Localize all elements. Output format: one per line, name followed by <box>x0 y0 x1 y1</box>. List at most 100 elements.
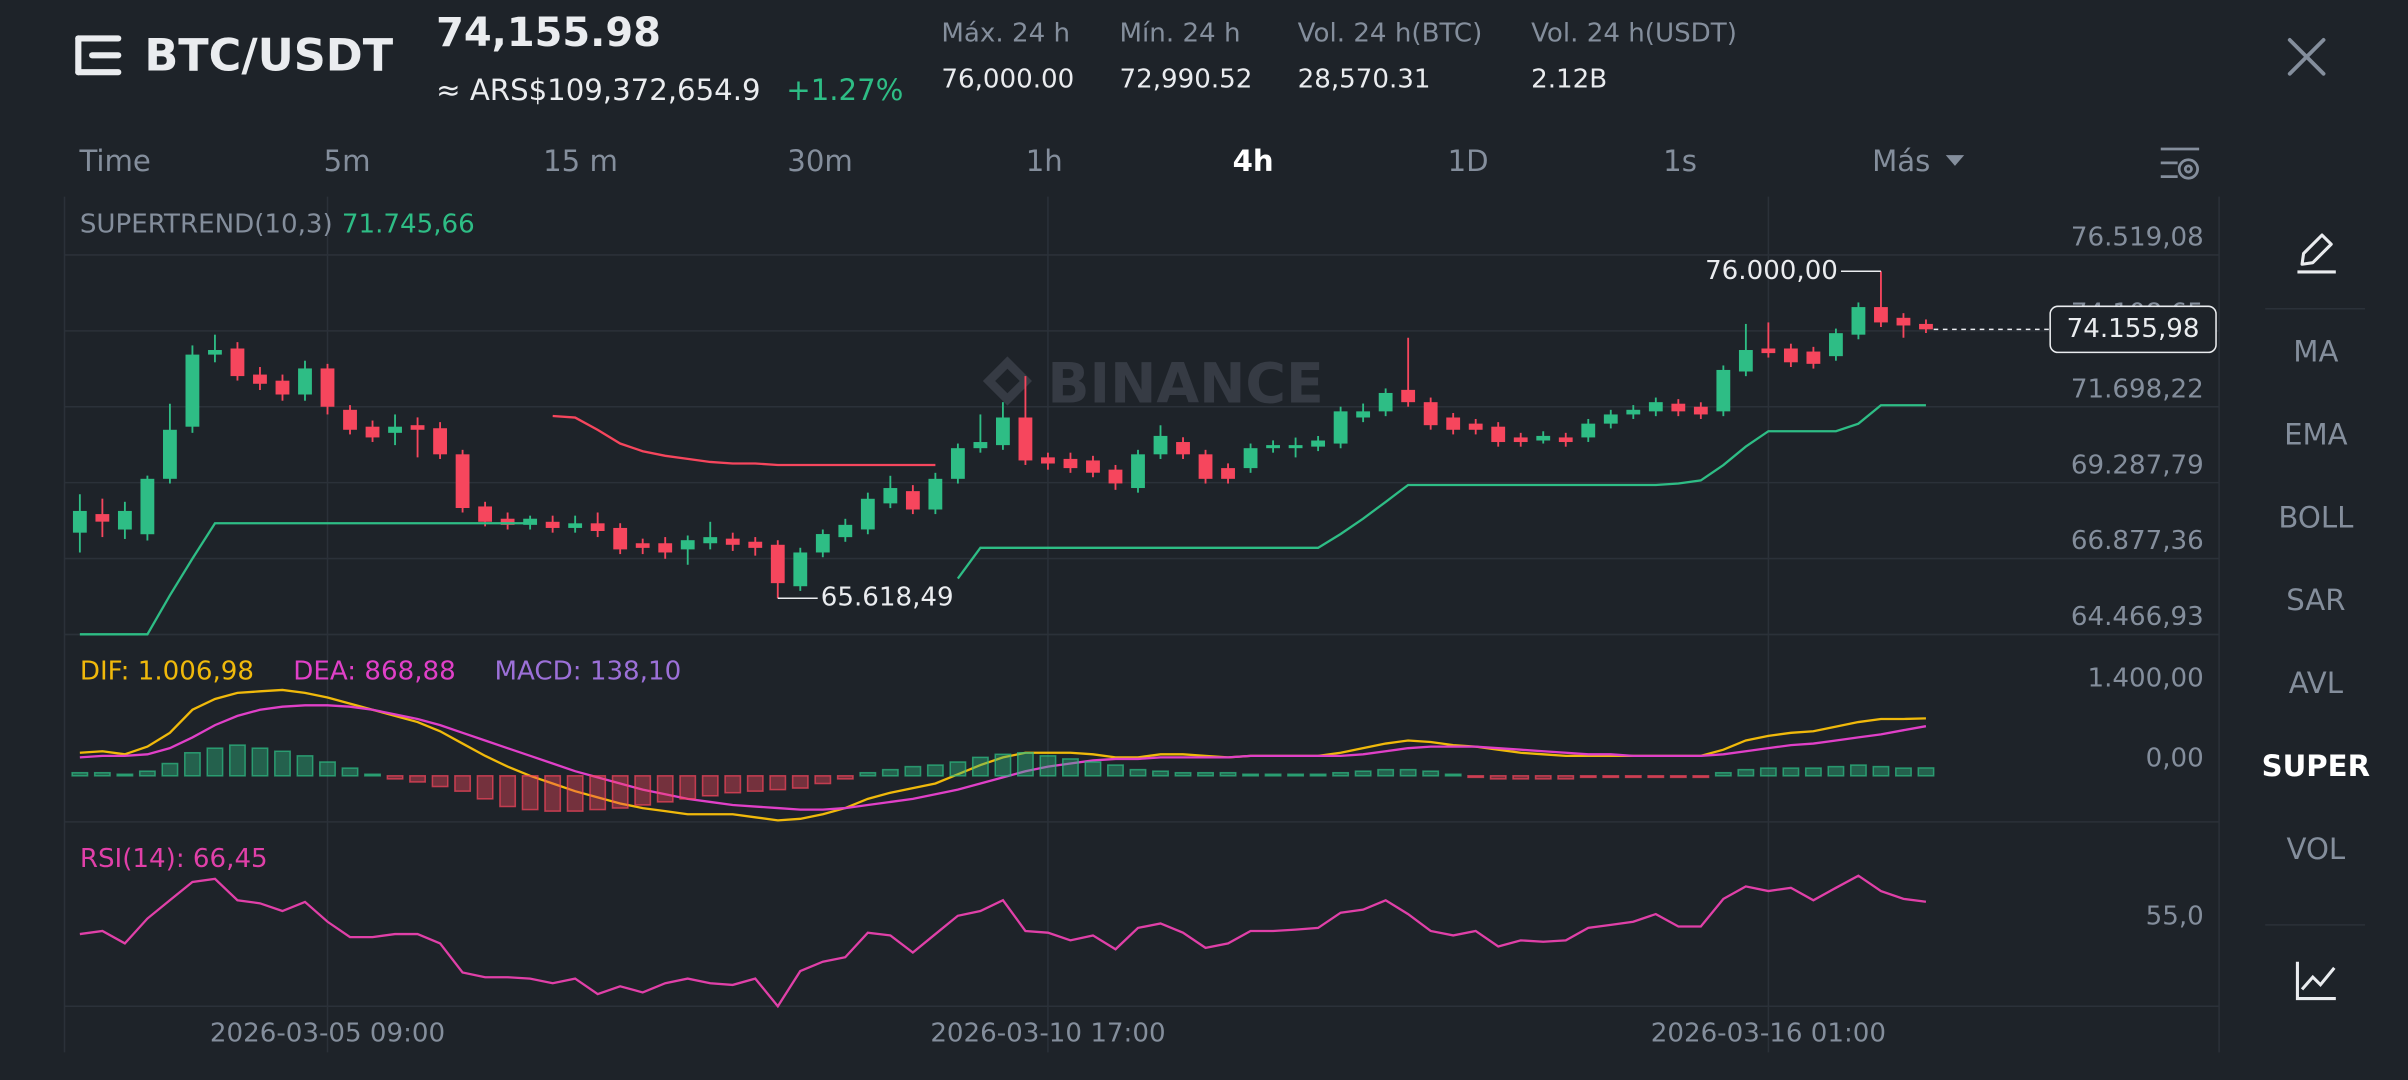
y-tick-label: 69.287,79 <box>2071 450 2204 480</box>
macd-bar <box>1759 767 1777 777</box>
candle-body <box>1716 369 1731 412</box>
macd-bar <box>769 775 787 791</box>
macd-bar <box>1557 775 1575 780</box>
menu-icon[interactable] <box>75 35 122 76</box>
timeframe-tab[interactable]: Time <box>78 144 150 178</box>
macd-bar <box>386 775 404 780</box>
macd-bar <box>251 747 269 777</box>
close-button[interactable] <box>2287 38 2326 76</box>
candle-body <box>1806 351 1821 364</box>
candle-body <box>1536 435 1551 441</box>
indicator-chart-icon[interactable] <box>2295 961 2336 1001</box>
candle-body <box>1671 403 1686 412</box>
macd-bar <box>1152 770 1169 777</box>
candle-body <box>208 350 222 355</box>
macd-bar <box>1647 775 1665 779</box>
macd-bar <box>836 775 854 780</box>
macd-bar <box>521 775 539 811</box>
legend-entry: RSI(14): 66,45 <box>80 843 268 873</box>
macd-bar <box>161 762 179 777</box>
timeframe-tab[interactable]: 15 m <box>543 144 618 178</box>
candle-body <box>613 527 628 550</box>
candle-body <box>343 409 357 430</box>
timeframe-tab[interactable]: 30m <box>787 144 853 178</box>
legend-value: 71.745,66 <box>342 209 475 239</box>
macd-bar <box>1129 768 1147 777</box>
candle-body <box>1288 445 1303 449</box>
dropdown-arrow[interactable] <box>1945 155 1965 166</box>
macd-bar <box>476 775 494 800</box>
macd-bar <box>1039 755 1057 777</box>
timeframe-tab[interactable]: 5m <box>324 144 371 178</box>
indicator-button[interactable]: MA <box>2293 334 2338 368</box>
macd-bar <box>341 767 359 777</box>
candle-body <box>1626 409 1641 415</box>
candle-body <box>680 540 695 550</box>
candle-body <box>1693 406 1708 415</box>
last-price-box <box>2049 305 2217 354</box>
candle-body <box>568 523 583 528</box>
indicator-button[interactable]: AVL <box>2289 666 2344 700</box>
timeframe-tab[interactable]: 1h <box>1026 144 1063 178</box>
candle-body <box>72 510 87 533</box>
timeframe-tab[interactable]: 1D <box>1448 144 1489 178</box>
stat-value: 72,990.52 <box>1120 64 1253 94</box>
timeframe-tab[interactable]: 1s <box>1663 144 1697 178</box>
indicator-button[interactable]: EMA <box>2284 417 2348 451</box>
candle-body <box>95 514 110 522</box>
macd-bar <box>1174 771 1192 777</box>
macd-bar <box>656 775 674 803</box>
candle-body <box>1266 445 1280 449</box>
candle-body <box>1783 348 1798 363</box>
legend-name: SUPERTREND(10,3) <box>80 209 333 239</box>
candle-body <box>590 523 605 531</box>
candle-body <box>1086 460 1100 473</box>
macd-bar <box>1242 773 1260 777</box>
candle-body <box>298 368 312 395</box>
chart-settings-icon[interactable] <box>2160 147 2200 180</box>
indicator-button[interactable]: SAR <box>2286 583 2345 617</box>
y-tick-label: 55,0 <box>2146 902 2204 932</box>
pair-title[interactable]: BTC/USDT <box>144 29 393 81</box>
candle-body <box>1176 442 1190 455</box>
macd-bar <box>589 775 607 811</box>
indicator-button[interactable]: BOLL <box>2278 500 2354 534</box>
draw-tool-icon[interactable] <box>2297 233 2336 274</box>
macd-bar <box>364 773 381 777</box>
candle-body <box>1491 426 1506 443</box>
indicator-line <box>79 704 1927 811</box>
macd-bar <box>409 775 427 783</box>
indicator-line <box>552 414 936 467</box>
macd-bar <box>566 775 584 812</box>
indicator-button[interactable]: VOL <box>2287 832 2346 866</box>
macd-bar <box>1309 773 1327 777</box>
candle-body <box>770 544 785 584</box>
macd-bar <box>229 744 246 777</box>
macd-bar <box>93 771 111 777</box>
candle-body <box>815 534 830 553</box>
candle-body <box>1243 448 1258 469</box>
y-tick-label: 71.698,22 <box>2071 374 2204 404</box>
candle-body <box>433 428 447 455</box>
timeframe-tab[interactable]: Más <box>1872 144 1930 178</box>
stat-label: Mín. 24 h <box>1120 18 1241 48</box>
macd-bar <box>1827 765 1845 777</box>
macd-bar <box>1107 764 1124 777</box>
indicator-button[interactable]: SUPER <box>2262 749 2370 783</box>
candle-body <box>1558 437 1573 443</box>
candle-body <box>455 454 470 509</box>
candle-body <box>1041 457 1055 464</box>
timeframe-tab[interactable]: 4h <box>1233 144 1274 178</box>
macd-bar <box>116 773 134 777</box>
candle-body <box>1378 392 1393 412</box>
y-tick-label: 64.466,93 <box>2071 602 2204 632</box>
candle-body <box>725 538 740 545</box>
candle-body <box>1761 348 1776 354</box>
macd-bar <box>994 753 1012 777</box>
candle-body <box>1513 437 1528 443</box>
macd-bar <box>1737 768 1755 777</box>
macd-bar <box>926 764 944 777</box>
y-tick-label: 0,00 <box>2146 743 2204 773</box>
macd-bar <box>499 775 517 808</box>
macd-bar <box>1264 773 1282 777</box>
